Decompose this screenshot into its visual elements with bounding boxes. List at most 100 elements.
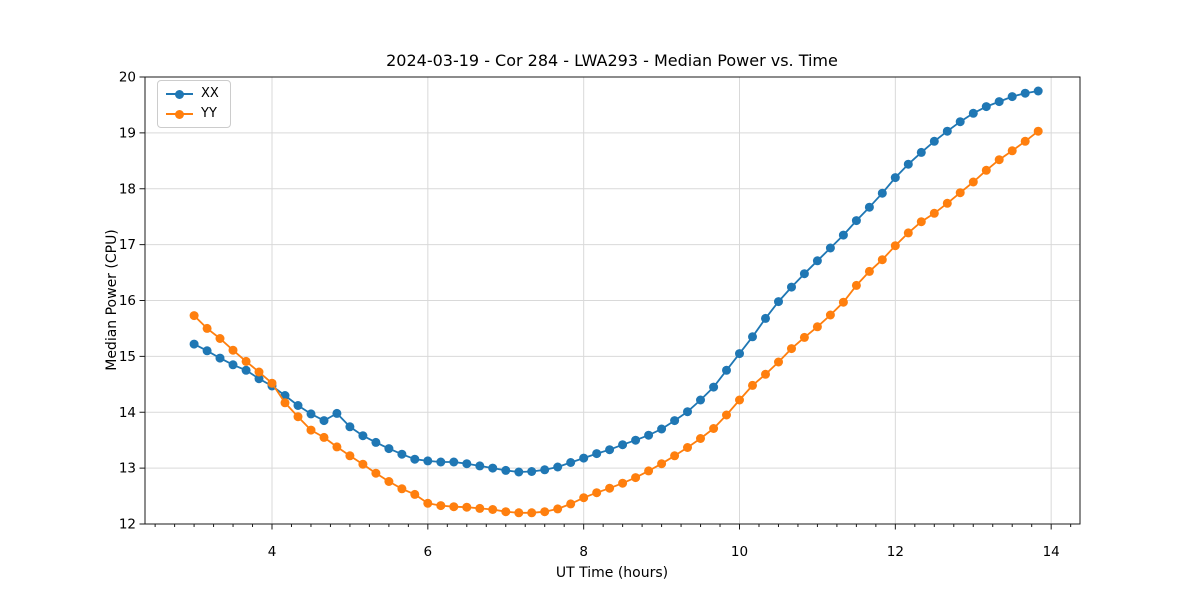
legend-marker-dot (175, 109, 184, 119)
legend-label: YY (201, 106, 217, 121)
series-yy-point (994, 155, 1004, 165)
series-yy-point (916, 217, 926, 227)
x-axis-label: UT Time (hours) (556, 565, 668, 581)
series-yy-point (1007, 146, 1017, 156)
series-xx-point (228, 360, 238, 370)
series-xx-point (566, 458, 576, 467)
series-yy-point (709, 424, 719, 433)
legend-label: XX (201, 86, 219, 101)
series-xx-point (293, 401, 303, 410)
series-xx-point (280, 391, 290, 400)
series-yy-point (228, 345, 238, 355)
series-xx-point (683, 407, 692, 417)
series-xx-point (929, 136, 939, 146)
series-yy-point (449, 502, 459, 512)
series-xx-point (436, 457, 446, 467)
series-yy-point (332, 442, 342, 452)
series-xx-point (644, 430, 654, 440)
x-tick-label: 6 (424, 544, 433, 560)
series-yy-point (319, 432, 329, 442)
series-yy-point (851, 280, 861, 290)
series-xx-point (579, 453, 589, 463)
x-tick-label: 4 (268, 544, 277, 560)
series-yy-point (514, 508, 524, 518)
series-xx-point (371, 437, 381, 447)
series-xx-point (345, 422, 355, 432)
series-xx-point (1007, 92, 1017, 102)
series-xx-point (241, 365, 251, 375)
series-xx-point (670, 416, 680, 426)
series-xx-point (955, 117, 965, 127)
series-yy-point (942, 198, 952, 208)
series-xx-point (462, 459, 472, 469)
x-tick-label: 8 (579, 544, 588, 560)
series-xx-line (193, 90, 1040, 473)
series-xx-point (410, 454, 420, 464)
series-yy-point (838, 297, 848, 307)
series-xx-point (605, 445, 615, 455)
series-xx-point (799, 269, 809, 279)
series-yy-point (202, 323, 212, 333)
series-xx-point (709, 382, 719, 392)
series-yy-point (579, 493, 589, 503)
series-yy-point (215, 334, 225, 343)
series-yy-point (618, 478, 628, 488)
series-yy-point (592, 488, 602, 498)
series-yy-point (540, 507, 550, 517)
series-yy-point (735, 395, 744, 405)
series-xx-point (890, 173, 900, 183)
legend-line-sample (166, 89, 193, 99)
series-yy-point (696, 434, 705, 443)
series-xx-point (592, 449, 602, 459)
series-xx-point (475, 461, 485, 471)
series-yy-point (929, 208, 939, 218)
series-xx-point (916, 147, 926, 157)
series-yy-point (903, 228, 913, 238)
series-xx-point (657, 424, 667, 434)
series-yy-point (812, 322, 822, 332)
series-xx-point (903, 159, 913, 169)
series-yy-point (501, 507, 511, 517)
series-xx-point (449, 457, 459, 467)
series-xx-point (631, 435, 641, 445)
y-tick-label: 14 (119, 405, 136, 421)
series-yy-point (955, 188, 965, 198)
series-yy-point (799, 332, 809, 342)
series-yy-point (631, 473, 641, 483)
legend-line-sample (166, 109, 193, 119)
series-yy-point (761, 369, 770, 379)
series-xx-point (696, 395, 705, 405)
series-yy-point (397, 484, 407, 494)
series-xx-point (774, 297, 783, 307)
series-xx-point (501, 465, 511, 475)
series-xx-point (319, 416, 329, 426)
legend-item-xx: XX (166, 86, 219, 102)
y-tick-label: 20 (119, 70, 136, 86)
series-yy-point (657, 459, 667, 469)
series-xx-point (812, 256, 822, 266)
series-xx-point (254, 374, 264, 384)
series-xx-point (397, 449, 407, 459)
series-xx-point (942, 126, 952, 136)
series-yy-point (683, 443, 692, 452)
series-yy-point (968, 177, 978, 187)
series-xx-point (851, 216, 861, 226)
series-yy-point (254, 367, 264, 377)
series-yy-point (605, 483, 615, 493)
series-yy-point (241, 356, 251, 366)
series-yy-point (358, 459, 368, 469)
series-yy-point (410, 489, 420, 499)
series-xx-point (864, 202, 874, 212)
data-series (189, 86, 1043, 518)
plot-border (144, 76, 1081, 525)
y-tick-label: 12 (119, 517, 136, 533)
series-xx-point (215, 353, 225, 363)
series-xx-point (358, 431, 368, 441)
series-xx-point (761, 313, 770, 323)
series-yy-point (981, 165, 991, 175)
x-tick-label: 12 (887, 544, 904, 560)
series-xx-point (748, 332, 757, 342)
series-xx-point (838, 230, 848, 240)
